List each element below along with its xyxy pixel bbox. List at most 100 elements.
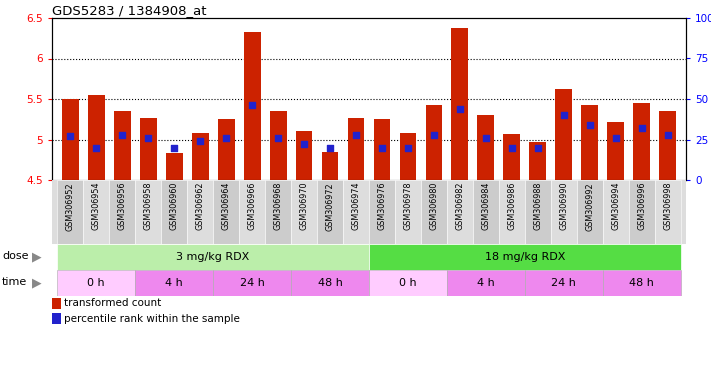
Bar: [239, 180, 265, 244]
Text: GDS5283 / 1384908_at: GDS5283 / 1384908_at: [52, 4, 206, 17]
Point: [558, 112, 570, 118]
Bar: [269, 111, 287, 180]
Point: [636, 125, 648, 131]
Point: [428, 132, 439, 138]
Bar: [161, 180, 187, 244]
Text: GSM306956: GSM306956: [117, 182, 127, 230]
Bar: [114, 111, 131, 180]
Bar: [503, 134, 520, 180]
Bar: [603, 270, 681, 296]
Bar: [83, 180, 109, 244]
Point: [142, 135, 154, 141]
Text: 4 h: 4 h: [477, 278, 495, 288]
Text: GSM306982: GSM306982: [456, 182, 464, 230]
Text: time: time: [2, 277, 27, 287]
Point: [117, 132, 128, 138]
Text: GSM306986: GSM306986: [508, 182, 516, 230]
Bar: [166, 153, 183, 180]
Bar: [499, 180, 525, 244]
Text: GSM306974: GSM306974: [351, 182, 360, 230]
Point: [351, 132, 362, 138]
Bar: [525, 180, 551, 244]
Bar: [265, 180, 291, 244]
Bar: [52, 298, 60, 309]
Bar: [317, 180, 343, 244]
Point: [299, 141, 310, 147]
Text: GSM306996: GSM306996: [637, 182, 646, 230]
Bar: [87, 95, 105, 180]
Point: [324, 144, 336, 151]
Bar: [213, 180, 239, 244]
Bar: [369, 244, 681, 270]
Bar: [421, 180, 447, 244]
Point: [584, 122, 596, 128]
Text: GSM306968: GSM306968: [274, 182, 282, 230]
Bar: [187, 180, 213, 244]
Text: GSM306966: GSM306966: [247, 182, 257, 230]
Bar: [447, 270, 525, 296]
Point: [506, 144, 518, 151]
Bar: [321, 152, 338, 180]
Bar: [369, 270, 447, 296]
Bar: [369, 180, 395, 244]
Point: [662, 132, 673, 138]
Point: [272, 135, 284, 141]
Text: GSM306978: GSM306978: [403, 182, 412, 230]
Bar: [473, 180, 499, 244]
Bar: [373, 119, 390, 180]
Text: GSM306964: GSM306964: [222, 182, 230, 230]
Bar: [400, 133, 417, 180]
Text: GSM306962: GSM306962: [196, 182, 205, 230]
Bar: [296, 131, 313, 180]
Bar: [634, 103, 651, 180]
Text: GSM306970: GSM306970: [299, 182, 309, 230]
Text: GSM306998: GSM306998: [663, 182, 673, 230]
Text: GSM306972: GSM306972: [326, 182, 334, 230]
Bar: [603, 180, 629, 244]
Bar: [135, 180, 161, 244]
Bar: [343, 180, 369, 244]
Text: transformed count: transformed count: [64, 298, 161, 308]
Text: GSM306988: GSM306988: [533, 182, 542, 230]
Bar: [629, 180, 655, 244]
Bar: [109, 180, 135, 244]
Bar: [192, 133, 208, 180]
Bar: [425, 106, 442, 180]
Point: [169, 144, 180, 151]
Point: [533, 144, 544, 151]
Point: [247, 103, 258, 109]
Bar: [582, 106, 598, 180]
Text: percentile rank within the sample: percentile rank within the sample: [64, 313, 240, 323]
Point: [402, 144, 414, 151]
Text: GSM306954: GSM306954: [92, 182, 101, 230]
Text: GSM306994: GSM306994: [611, 182, 620, 230]
Text: ▶: ▶: [32, 250, 42, 263]
Bar: [139, 118, 156, 180]
Text: GSM306992: GSM306992: [585, 182, 594, 230]
Text: GSM306952: GSM306952: [65, 182, 75, 230]
Text: 48 h: 48 h: [629, 278, 654, 288]
Bar: [551, 180, 577, 244]
Bar: [52, 313, 60, 324]
Bar: [478, 115, 494, 180]
Point: [194, 138, 205, 144]
Text: GSM306980: GSM306980: [429, 182, 439, 230]
Point: [220, 135, 232, 141]
Text: dose: dose: [2, 251, 28, 261]
Bar: [655, 180, 681, 244]
Text: 48 h: 48 h: [318, 278, 343, 288]
Text: GSM306958: GSM306958: [144, 182, 153, 230]
Bar: [213, 270, 291, 296]
Text: GSM306976: GSM306976: [378, 182, 387, 230]
Text: 0 h: 0 h: [87, 278, 105, 288]
Bar: [57, 180, 83, 244]
Bar: [135, 270, 213, 296]
Bar: [447, 180, 473, 244]
Bar: [659, 111, 676, 180]
Bar: [218, 119, 235, 180]
Point: [454, 106, 466, 112]
Bar: [530, 142, 546, 180]
Bar: [577, 180, 603, 244]
Bar: [57, 270, 135, 296]
Text: 24 h: 24 h: [552, 278, 577, 288]
